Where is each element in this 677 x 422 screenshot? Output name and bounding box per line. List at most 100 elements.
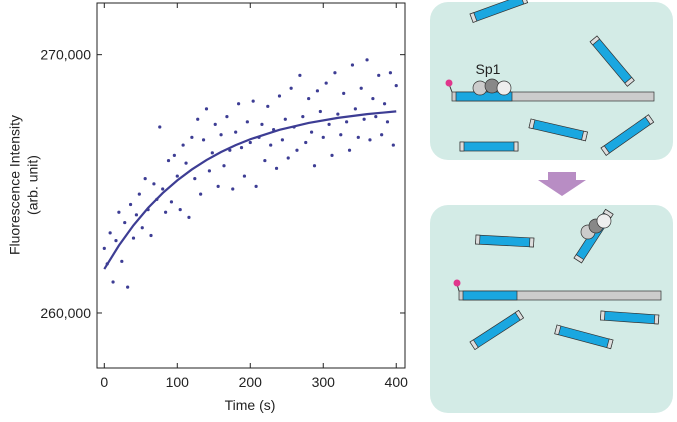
data-point <box>274 166 279 170</box>
data-point <box>184 161 188 165</box>
data-point <box>374 115 378 119</box>
plot-frame <box>96 2 406 369</box>
data-point <box>108 231 112 235</box>
data-point <box>380 133 384 137</box>
dye <box>445 79 453 87</box>
data-point <box>269 143 273 147</box>
data-point <box>201 138 206 142</box>
x-tick-label: 300 <box>312 374 336 390</box>
x-tick-label: 100 <box>166 374 190 390</box>
data-point <box>120 259 124 263</box>
data-point <box>394 84 398 88</box>
y-axis-label: (arb. unit) <box>25 155 41 215</box>
data-point <box>251 99 255 103</box>
protein <box>596 213 612 229</box>
data-point <box>102 246 106 250</box>
data-point <box>216 184 220 189</box>
data-point <box>158 125 162 129</box>
data-point <box>196 117 200 121</box>
data-point <box>309 130 314 134</box>
data-point <box>298 73 302 77</box>
data-point <box>353 107 357 111</box>
protein <box>496 80 512 96</box>
dna <box>462 290 518 301</box>
data-point <box>213 122 217 127</box>
data-point <box>114 239 118 243</box>
data-point <box>365 58 369 62</box>
data-point <box>362 117 366 121</box>
data-point <box>172 153 176 158</box>
data-point <box>239 146 244 150</box>
data-point <box>301 115 305 119</box>
data-point <box>289 86 293 90</box>
data-point <box>391 143 395 147</box>
data-point <box>204 107 209 111</box>
data-point <box>242 174 247 178</box>
data-point <box>225 115 229 119</box>
data-point <box>377 73 381 77</box>
data-point <box>307 96 311 101</box>
data-point <box>382 102 387 106</box>
dye <box>453 279 461 287</box>
data-point <box>131 236 136 240</box>
x-tick-label: 400 <box>385 374 409 390</box>
data-point <box>318 109 322 114</box>
data-point <box>280 138 284 142</box>
data-point <box>111 280 115 284</box>
data-point <box>231 187 235 191</box>
data-point <box>342 91 346 96</box>
data-point <box>178 208 182 212</box>
data-point <box>245 120 249 124</box>
fit-curve <box>103 110 397 270</box>
y-tick-label: 260,000 <box>40 305 91 321</box>
x-axis-label: Time (s) <box>225 397 276 413</box>
data-point <box>324 81 328 85</box>
data-point <box>117 210 121 214</box>
data-point <box>248 140 252 145</box>
data-point <box>236 102 241 106</box>
data-point <box>345 120 349 124</box>
data-point <box>350 63 355 67</box>
data-point <box>304 140 308 145</box>
data-point <box>149 233 153 238</box>
data-point <box>359 86 363 90</box>
data-point <box>128 202 133 207</box>
data-point <box>263 158 267 163</box>
dna <box>451 91 655 102</box>
data-point <box>347 148 352 152</box>
data-point <box>143 177 147 181</box>
y-tick-label: 270,000 <box>40 47 91 63</box>
data-point <box>222 164 226 168</box>
arrow <box>538 172 586 196</box>
data-point <box>190 135 194 139</box>
data-point <box>333 71 337 75</box>
protein <box>484 78 500 94</box>
data-point <box>134 213 139 217</box>
data-point <box>140 226 144 230</box>
data-point <box>169 200 174 204</box>
data-point <box>385 120 390 124</box>
protein <box>472 80 488 96</box>
data-point <box>152 182 156 186</box>
data-point <box>356 135 360 139</box>
data-point <box>164 210 168 214</box>
data-point <box>199 192 203 196</box>
data-point <box>260 122 264 127</box>
data-point <box>137 192 141 196</box>
data-point <box>234 130 238 134</box>
data-point <box>181 143 185 147</box>
data-point <box>371 96 375 101</box>
data-point <box>254 184 258 189</box>
data-point <box>175 174 179 178</box>
data-point <box>219 133 223 137</box>
data-point <box>187 215 191 220</box>
panel <box>430 2 673 160</box>
data-point <box>207 169 211 173</box>
data-point <box>330 153 334 158</box>
data-point <box>336 112 340 116</box>
panel <box>430 205 673 413</box>
data-point <box>277 94 282 98</box>
data-point <box>315 89 320 93</box>
y-axis-label: Fluorescence Intensity <box>7 115 23 255</box>
